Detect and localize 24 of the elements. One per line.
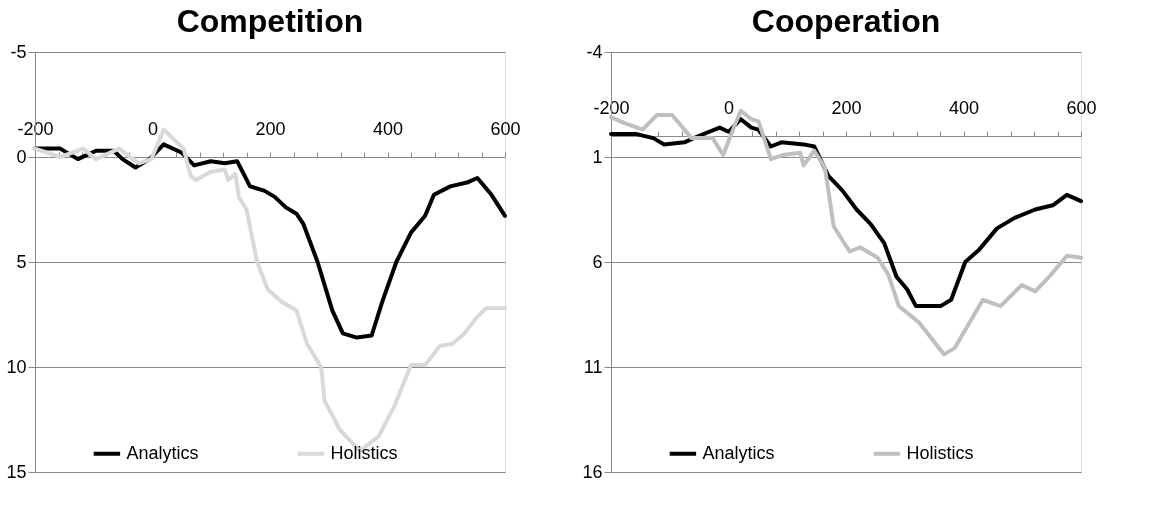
y-tick-label: 5 [16,251,27,272]
y-tick-label: 16 [582,461,603,482]
legend-label: Analytics [126,442,199,463]
legend-label: Analytics [702,442,775,463]
y-tick-label: -5 [10,41,27,62]
legend-label: Holistics [906,442,974,463]
x-tick-label: 200 [831,97,862,118]
x-tick-label: 0 [147,118,159,139]
y-tick-label: 1 [592,146,603,167]
y-tick-label: 0 [16,146,27,167]
x-tick-label: 0 [723,97,735,118]
y-tick-label: 6 [592,251,603,272]
x-tick-label: 400 [372,118,404,139]
x-tick-label: 600 [490,118,521,139]
chart-title: Competition [176,3,364,39]
x-tick-label: 200 [255,118,286,139]
x-tick-label: 400 [948,97,980,118]
y-tick-label: 11 [583,356,603,377]
y-tick-label: 15 [6,461,27,482]
y-tick-label: 10 [6,356,27,377]
legend-label: Holistics [330,442,398,463]
chart-title: Cooperation [751,3,941,39]
y-tick-label: -4 [586,41,603,62]
x-tick-label: 600 [1066,97,1097,118]
